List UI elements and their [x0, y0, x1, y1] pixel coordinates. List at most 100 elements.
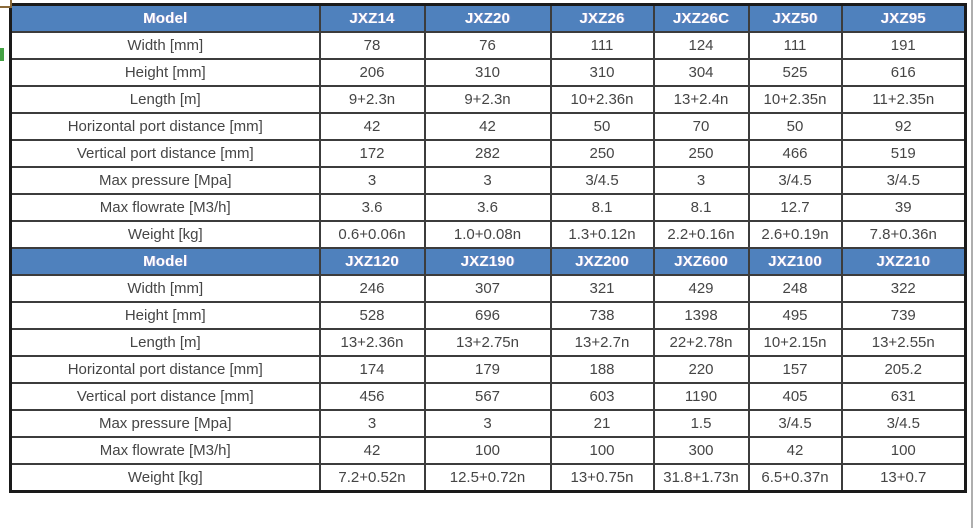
value-cell: 3/4.5: [747, 409, 843, 438]
row-label-cell: Max flowrate [M3/h]: [9, 436, 321, 465]
value-cell: 205.2: [840, 355, 967, 384]
value-cell: 405: [747, 382, 843, 411]
value-cell: 466: [747, 139, 843, 168]
value-cell: 525: [747, 58, 843, 87]
model-name-cell: JXZ600: [652, 247, 750, 276]
model-name-cell: JXZ100: [747, 247, 843, 276]
value-cell: 50: [549, 112, 655, 141]
table-row: Length [m] 9+2.3n 9+2.3n 10+2.36n 13+2.4n 10+…: [9, 85, 967, 114]
value-cell: 9+2.3n: [423, 85, 552, 114]
value-cell: 100: [840, 436, 967, 465]
value-cell: 7.8+0.36n: [840, 220, 967, 249]
table-row: Max flowrate [M3/h] 42 100 100 300 42 100: [9, 436, 967, 465]
value-cell: 13+2.75n: [423, 328, 552, 357]
value-cell: 282: [423, 139, 552, 168]
value-cell: 13+2.7n: [549, 328, 655, 357]
model-header-cell: Model: [9, 3, 321, 33]
value-cell: 78: [318, 31, 426, 60]
value-cell: 0.6+0.06n: [318, 220, 426, 249]
value-cell: 300: [652, 436, 750, 465]
value-cell: 174: [318, 355, 426, 384]
model-name-cell: JXZ95: [840, 3, 967, 33]
table-row: Width [mm] 246 307 321 429 248 322: [9, 274, 967, 303]
value-cell: 307: [423, 274, 552, 303]
value-cell: 3: [423, 409, 552, 438]
value-cell: 310: [423, 58, 552, 87]
value-cell: 12.5+0.72n: [423, 463, 552, 493]
row-label-cell: Height [mm]: [9, 58, 321, 87]
value-cell: 111: [549, 31, 655, 60]
row-label-cell: Length [m]: [9, 85, 321, 114]
value-cell: 3/4.5: [747, 166, 843, 195]
model-name-cell: JXZ20: [423, 3, 552, 33]
value-cell: 519: [840, 139, 967, 168]
row-label-cell: Max pressure [Mpa]: [9, 166, 321, 195]
value-cell: 13+2.36n: [318, 328, 426, 357]
value-cell: 1.0+0.08n: [423, 220, 552, 249]
value-cell: 246: [318, 274, 426, 303]
value-cell: 631: [840, 382, 967, 411]
value-cell: 310: [549, 58, 655, 87]
row-label-cell: Horizontal port distance [mm]: [9, 355, 321, 384]
value-cell: 191: [840, 31, 967, 60]
table-row: Max pressure [Mpa] 3 3 21 1.5 3/4.5 3/4.5: [9, 409, 967, 438]
table-row: Max pressure [Mpa] 3 3 3/4.5 3 3/4.5 3/4.5: [9, 166, 967, 195]
value-cell: 172: [318, 139, 426, 168]
value-cell: 322: [840, 274, 967, 303]
value-cell: 8.1: [652, 193, 750, 222]
table-row: Length [m] 13+2.36n 13+2.75n 13+2.7n 22+2.78…: [9, 328, 967, 357]
model-header-row: Model JXZ120 JXZ190 JXZ200 JXZ600 JXZ100 JXZ21…: [9, 247, 967, 276]
green-edge-artifact: [0, 48, 4, 61]
value-cell: 42: [423, 112, 552, 141]
value-cell: 111: [747, 31, 843, 60]
value-cell: 42: [318, 112, 426, 141]
value-cell: 739: [840, 301, 967, 330]
row-label-cell: Width [mm]: [9, 31, 321, 60]
row-label-cell: Vertical port distance [mm]: [9, 382, 321, 411]
value-cell: 12.7: [747, 193, 843, 222]
table-row: Horizontal port distance [mm] 174 179 188 22…: [9, 355, 967, 384]
row-label-cell: Vertical port distance [mm]: [9, 139, 321, 168]
value-cell: 3/4.5: [840, 166, 967, 195]
value-cell: 3/4.5: [840, 409, 967, 438]
value-cell: 42: [318, 436, 426, 465]
model-name-cell: JXZ26C: [652, 3, 750, 33]
model-header-cell: Model: [9, 247, 321, 276]
row-label-cell: Width [mm]: [9, 274, 321, 303]
model-name-cell: JXZ120: [318, 247, 426, 276]
model-name-cell: JXZ200: [549, 247, 655, 276]
value-cell: 528: [318, 301, 426, 330]
value-cell: 9+2.3n: [318, 85, 426, 114]
model-name-cell: JXZ50: [747, 3, 843, 33]
value-cell: 456: [318, 382, 426, 411]
value-cell: 1.5: [652, 409, 750, 438]
table-row: Vertical port distance [mm] 172 282 250 250 4…: [9, 139, 967, 168]
value-cell: 22+2.78n: [652, 328, 750, 357]
value-cell: 124: [652, 31, 750, 60]
value-cell: 70: [652, 112, 750, 141]
table-row: Horizontal port distance [mm] 42 42 50 70 50 9…: [9, 112, 967, 141]
table-row: Height [mm] 206 310 310 304 525 616: [9, 58, 967, 87]
value-cell: 8.1: [549, 193, 655, 222]
model-header-row: Model JXZ14 JXZ20 JXZ26 JXZ26C JXZ50 JXZ95: [9, 3, 967, 33]
value-cell: 250: [652, 139, 750, 168]
value-cell: 157: [747, 355, 843, 384]
value-cell: 1.3+0.12n: [549, 220, 655, 249]
value-cell: 2.6+0.19n: [747, 220, 843, 249]
value-cell: 50: [747, 112, 843, 141]
value-cell: 3: [423, 166, 552, 195]
value-cell: 21: [549, 409, 655, 438]
value-cell: 738: [549, 301, 655, 330]
model-name-cell: JXZ26: [549, 3, 655, 33]
value-cell: 188: [549, 355, 655, 384]
value-cell: 76: [423, 31, 552, 60]
row-label-cell: Weight [kg]: [9, 463, 321, 493]
table-row: Vertical port distance [mm] 456 567 603 1190…: [9, 382, 967, 411]
value-cell: 495: [747, 301, 843, 330]
value-cell: 10+2.35n: [747, 85, 843, 114]
value-cell: 603: [549, 382, 655, 411]
spec-table: Model JXZ14 JXZ20 JXZ26 JXZ26C JXZ50 JXZ95 Widt…: [9, 3, 967, 493]
value-cell: 10+2.15n: [747, 328, 843, 357]
value-cell: 42: [747, 436, 843, 465]
value-cell: 1398: [652, 301, 750, 330]
